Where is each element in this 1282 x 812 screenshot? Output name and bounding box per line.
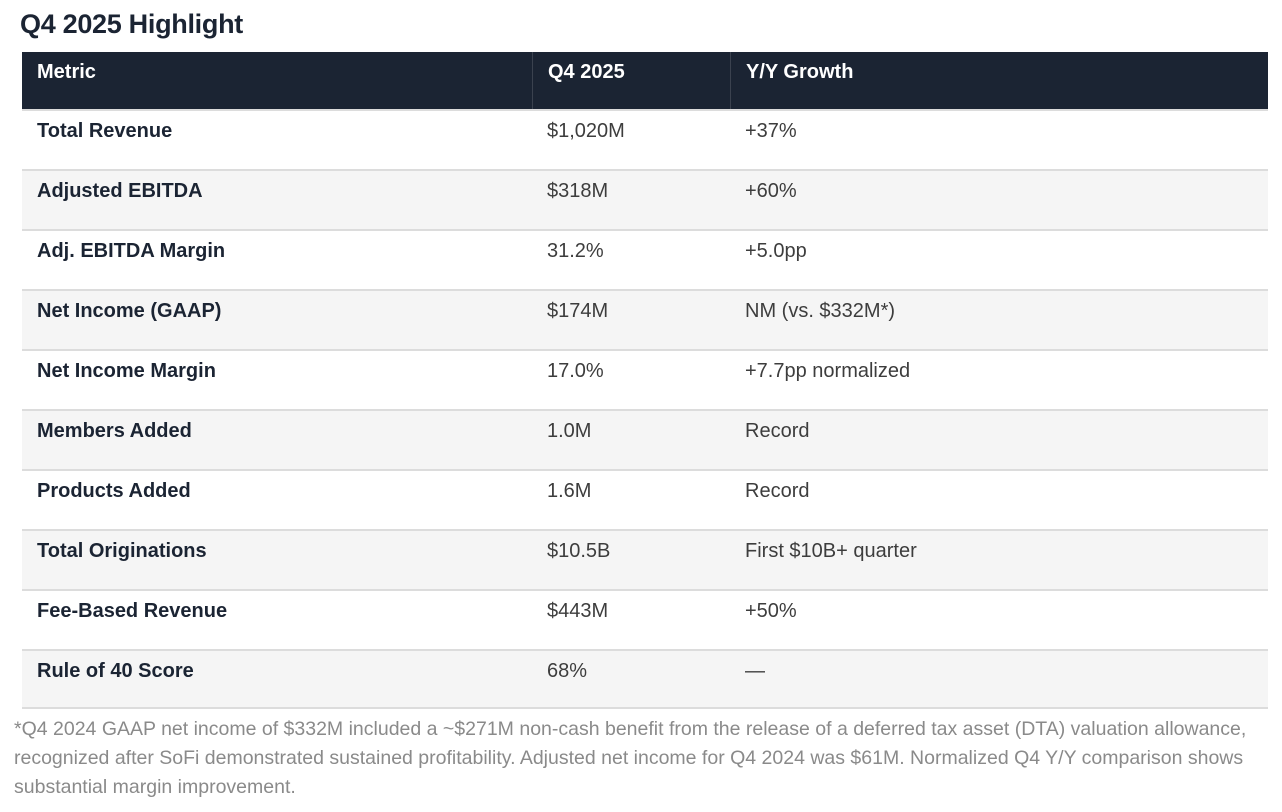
- metric-cell: Total Originations: [22, 529, 532, 589]
- table-header-row: Metric Q4 2025 Y/Y Growth: [22, 52, 1268, 109]
- value-cell: 17.0%: [532, 349, 730, 409]
- column-header-value: Q4 2025: [532, 52, 730, 109]
- table-row: Adj. EBITDA Margin 31.2% +5.0pp: [22, 229, 1268, 289]
- value-cell: $174M: [532, 289, 730, 349]
- metric-cell: Net Income Margin: [22, 349, 532, 409]
- value-cell: 1.0M: [532, 409, 730, 469]
- value-cell: 31.2%: [532, 229, 730, 289]
- growth-cell: +50%: [730, 589, 1268, 649]
- table-row: Net Income (GAAP) $174M NM (vs. $332M*): [22, 289, 1268, 349]
- growth-cell: +37%: [730, 109, 1268, 169]
- column-header-metric: Metric: [22, 52, 532, 109]
- value-cell: 1.6M: [532, 469, 730, 529]
- table-row: Rule of 40 Score 68% —: [22, 649, 1268, 709]
- page: Q4 2025 Highlight Metric Q4 2025 Y/Y Growt…: [0, 8, 1282, 812]
- growth-cell: +5.0pp: [730, 229, 1268, 289]
- growth-cell: First $10B+ quarter: [730, 529, 1268, 589]
- table-row: Fee-Based Revenue $443M +50%: [22, 589, 1268, 649]
- table-row: Total Originations $10.5B First $10B+ quar…: [22, 529, 1268, 589]
- value-cell: $10.5B: [532, 529, 730, 589]
- highlights-table: Metric Q4 2025 Y/Y Growth Total Revenue $1,…: [22, 52, 1268, 709]
- metric-cell: Fee-Based Revenue: [22, 589, 532, 649]
- growth-cell: —: [730, 649, 1268, 709]
- metric-cell: Products Added: [22, 469, 532, 529]
- metric-cell: Total Revenue: [22, 109, 532, 169]
- table-row: Members Added 1.0M Record: [22, 409, 1268, 469]
- growth-cell: Record: [730, 469, 1268, 529]
- table-row: Total Revenue $1,020M +37%: [22, 109, 1268, 169]
- metric-cell: Adj. EBITDA Margin: [22, 229, 532, 289]
- table-row: Products Added 1.6M Record: [22, 469, 1268, 529]
- page-title: Q4 2025 Highlight: [20, 9, 243, 39]
- growth-cell: +60%: [730, 169, 1268, 229]
- metric-cell: Adjusted EBITDA: [22, 169, 532, 229]
- table-row: Adjusted EBITDA $318M +60%: [22, 169, 1268, 229]
- growth-cell: Record: [730, 409, 1268, 469]
- metric-cell: Rule of 40 Score: [22, 649, 532, 709]
- table-body: Total Revenue $1,020M +37% Adjusted EBITDA $…: [22, 109, 1268, 709]
- growth-cell: NM (vs. $332M*): [730, 289, 1268, 349]
- growth-cell: +7.7pp normalized: [730, 349, 1268, 409]
- footnote: *Q4 2024 GAAP net income of $332M includ…: [14, 718, 1247, 798]
- metric-cell: Net Income (GAAP): [22, 289, 532, 349]
- table-row: Net Income Margin 17.0% +7.7pp normalized: [22, 349, 1268, 409]
- metric-cell: Members Added: [22, 409, 532, 469]
- value-cell: $318M: [532, 169, 730, 229]
- value-cell: 68%: [532, 649, 730, 709]
- column-header-growth: Y/Y Growth: [730, 52, 1268, 109]
- value-cell: $443M: [532, 589, 730, 649]
- value-cell: $1,020M: [532, 109, 730, 169]
